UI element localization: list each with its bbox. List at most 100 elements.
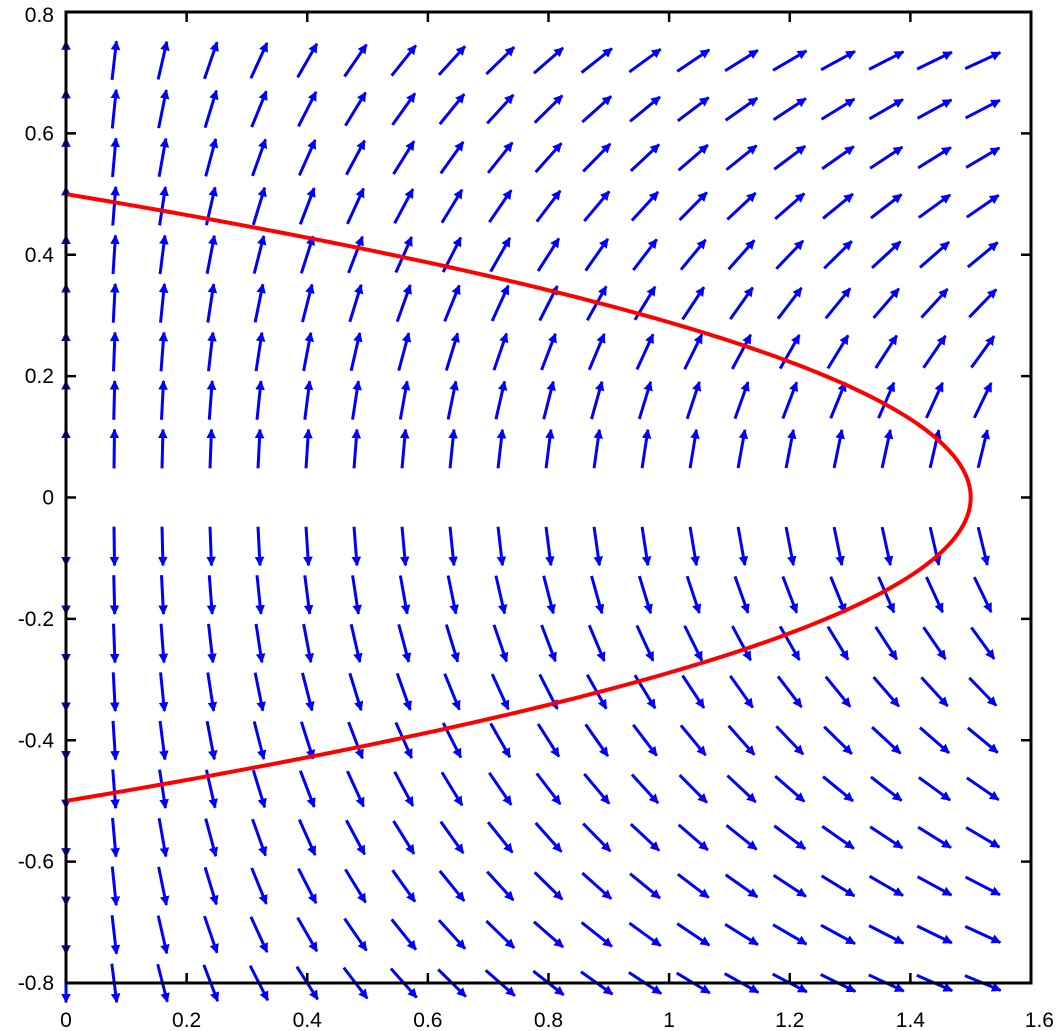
vector-arrow [731, 333, 752, 370]
vector-arrow [158, 283, 169, 323]
vector-arrow [964, 98, 1001, 120]
vector-arrow [255, 575, 265, 615]
vector-arrow [301, 283, 315, 323]
vector-arrow [916, 50, 953, 71]
vector-arrow [158, 575, 168, 615]
vector-arrow [109, 575, 120, 615]
vector-arrow [251, 769, 267, 809]
vector-arrow [439, 140, 465, 175]
vector-arrow [590, 575, 605, 615]
vector-arrow [774, 192, 806, 221]
vector-arrow [688, 526, 700, 567]
vector-arrow [437, 919, 467, 950]
vector-arrow [781, 381, 799, 420]
vector-arrow [540, 332, 557, 371]
vector-arrow [965, 826, 1001, 849]
vector-arrow [584, 723, 610, 757]
vector-arrow [880, 526, 894, 566]
y-tick-label: 0.4 [25, 244, 55, 267]
vector-arrow [253, 672, 266, 712]
vector-arrow [542, 575, 556, 615]
vector-arrow [348, 672, 364, 712]
vector-arrow [157, 866, 170, 906]
vector-arrow [156, 40, 170, 80]
curve-layer [65, 192, 973, 803]
vector-arrow [110, 866, 121, 907]
vector-arrow [676, 96, 710, 122]
vector-arrow [492, 332, 509, 371]
vector-arrow [399, 526, 410, 567]
vector-arrow [158, 769, 169, 809]
vector-arrow [630, 773, 660, 805]
vector-arrow [580, 47, 613, 74]
vector-arrow [110, 914, 121, 955]
vector-arrow [829, 576, 847, 614]
vector-arrow [157, 428, 168, 469]
vector-arrow [629, 823, 661, 852]
y-tick-label: -0.2 [18, 608, 54, 631]
vector-arrow [347, 721, 364, 760]
vector-arrow [207, 623, 217, 664]
vector-arrow [920, 676, 949, 707]
vector-arrow [391, 869, 417, 903]
vector-arrow [874, 334, 899, 369]
vector-arrow [206, 283, 218, 323]
vector-arrow [733, 575, 750, 614]
vector-arrow [532, 46, 565, 75]
vector-arrow [640, 526, 652, 567]
vector-arrow [438, 93, 466, 126]
vector-arrow [158, 234, 169, 275]
vector-arrow [110, 720, 120, 761]
vector-arrow [390, 918, 418, 951]
vector-arrow [489, 237, 512, 273]
vector-arrow [683, 625, 704, 662]
vector-arrow [393, 770, 415, 807]
vector-arrow [916, 98, 953, 120]
vector-arrow [438, 869, 466, 902]
vector-arrow [448, 428, 458, 469]
vector-arrow [206, 526, 216, 567]
vector-arrow [727, 724, 756, 756]
x-tick-label: 1 [663, 1009, 675, 1031]
vector-arrow [640, 428, 652, 469]
vector-arrow [485, 45, 516, 76]
vector-arrow [437, 45, 467, 76]
vector-arrow [486, 870, 515, 902]
vector-arrow [726, 774, 757, 804]
vector-arrow [628, 921, 662, 948]
vector-arrow [490, 284, 510, 322]
vector-arrow [784, 428, 797, 469]
vector-arrow [492, 624, 509, 663]
vector-arrow [826, 334, 850, 370]
vector-arrow [540, 624, 557, 663]
vector-arrow [344, 91, 367, 127]
vector-arrow [254, 428, 265, 469]
vector-arrow [544, 428, 555, 469]
vector-arrow [916, 875, 953, 897]
vector-field-layer [61, 40, 1002, 1004]
vector-arrow [590, 380, 605, 420]
vector-arrow [679, 238, 707, 271]
vector-arrow [964, 875, 1001, 897]
vector-arrow [629, 95, 661, 123]
vector-arrow [584, 238, 610, 272]
vector-arrow [685, 575, 702, 614]
vector-arrow [724, 96, 759, 122]
vector-arrow [635, 624, 655, 662]
y-tick-label: 0.6 [25, 122, 54, 145]
vector-arrow [496, 526, 507, 567]
vector-arrow [252, 235, 267, 274]
vector-arrow [685, 381, 702, 420]
vector-arrow [823, 240, 853, 270]
vector-arrow [251, 138, 268, 177]
vector-arrow [632, 723, 658, 757]
vector-arrow [724, 922, 759, 946]
vector-arrow [392, 820, 416, 855]
vector-arrow [299, 235, 316, 274]
x-tick-label: 0.4 [293, 1009, 323, 1031]
vector-arrow [302, 331, 314, 372]
vector-arrow [917, 776, 952, 802]
vector-arrow [678, 774, 708, 804]
vector-arrow [776, 675, 803, 709]
vector-arrow [820, 874, 856, 898]
